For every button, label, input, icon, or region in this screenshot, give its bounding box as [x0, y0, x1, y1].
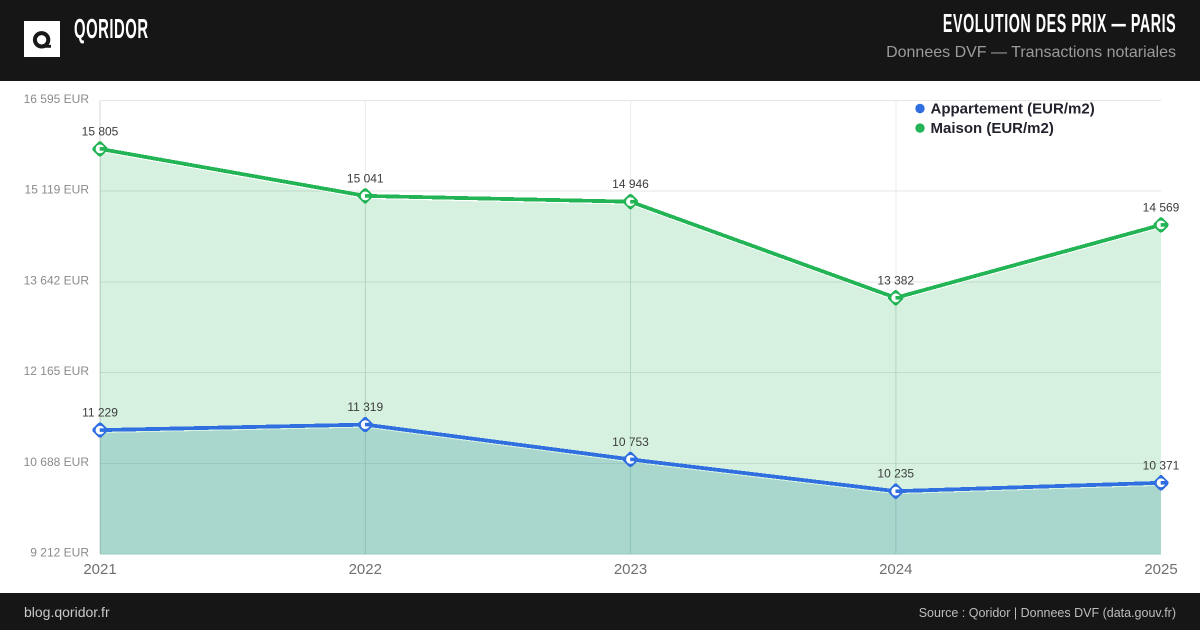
svg-text:15 805: 15 805 — [82, 124, 119, 138]
svg-text:14 569: 14 569 — [1143, 200, 1180, 214]
svg-text:11 319: 11 319 — [347, 400, 383, 414]
svg-text:2023: 2023 — [614, 561, 647, 578]
svg-text:13 382: 13 382 — [877, 273, 914, 287]
svg-text:15 119 EUR: 15 119 EUR — [25, 183, 90, 197]
svg-text:10 371: 10 371 — [1143, 458, 1180, 472]
svg-text:14 946: 14 946 — [612, 177, 649, 191]
svg-text:11 229: 11 229 — [82, 406, 118, 420]
svg-text:Appartement (EUR/m2): Appartement (EUR/m2) — [931, 101, 1095, 118]
svg-text:9 212 EUR: 9 212 EUR — [30, 546, 89, 560]
svg-text:10 235: 10 235 — [877, 467, 914, 481]
svg-text:Maison (EUR/m2): Maison (EUR/m2) — [931, 120, 1054, 137]
svg-text:2022: 2022 — [349, 561, 382, 578]
svg-text:10 753: 10 753 — [612, 435, 649, 449]
svg-text:10 688 EUR: 10 688 EUR — [24, 455, 90, 469]
svg-text:2021: 2021 — [83, 561, 116, 578]
svg-text:2024: 2024 — [879, 561, 912, 578]
svg-text:16 595 EUR: 16 595 EUR — [24, 92, 90, 106]
svg-text:2025: 2025 — [1144, 561, 1177, 578]
svg-text:13 642 EUR: 13 642 EUR — [24, 273, 90, 287]
svg-text:12 165 EUR: 12 165 EUR — [24, 364, 90, 378]
svg-text:15 041: 15 041 — [347, 171, 384, 185]
